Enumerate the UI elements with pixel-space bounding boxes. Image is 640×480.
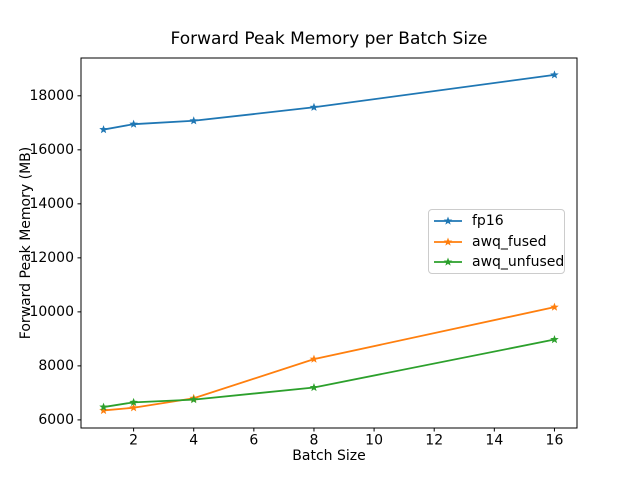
legend-star-icon: [443, 237, 453, 246]
legend-label: fp16: [472, 212, 504, 229]
legend-label: awq_unfused: [472, 254, 565, 271]
series-fp16-marker: [99, 125, 108, 134]
legend-label: awq_fused: [472, 233, 547, 250]
legend-marker-fp16: [434, 216, 462, 225]
series-fp16-marker: [550, 70, 559, 79]
legend-entry-awq_fused: awq_fused: [433, 232, 564, 252]
series-awq_unfused-marker: [550, 335, 559, 344]
x-tick-label: 14: [485, 433, 503, 449]
y-tick-label: 18000: [29, 88, 74, 104]
series-fp16: [99, 70, 559, 134]
series-awq_fused-marker: [99, 405, 108, 415]
y-tick-label: 16000: [29, 142, 74, 158]
x-axis: 2 4 6 8 10 12 14 16: [129, 428, 563, 449]
series-fp16-marker: [189, 116, 199, 125]
series-awq_fused-marker: [309, 354, 319, 363]
legend-entry-fp16: fp16: [433, 211, 564, 231]
x-tick-label: 10: [365, 433, 383, 449]
x-tick-label: 2: [129, 433, 138, 449]
legend-star-icon: [443, 216, 453, 225]
legend-marker-awq_unfused: [434, 257, 462, 266]
series-fp16-line: [102, 73, 556, 131]
y-tick-label: 6000: [38, 412, 74, 428]
x-tick-label: 16: [546, 433, 564, 449]
y-tick-label: 10000: [29, 304, 74, 320]
series-awq_fused: [99, 302, 559, 415]
series-fp16-marker: [129, 119, 138, 128]
series-awq_unfused-line: [102, 338, 556, 408]
plot-border: [80, 57, 578, 429]
y-axis: 6000 8000 10000 12000 14000 16000 18000: [29, 88, 81, 428]
y-tick-label: 14000: [29, 196, 74, 212]
series-awq_fused-marker: [129, 403, 138, 412]
series-awq_unfused-marker: [99, 402, 108, 411]
y-tick-label: 8000: [38, 358, 74, 374]
x-tick-label: 4: [189, 433, 198, 449]
series-awq_fused-line: [102, 306, 556, 412]
chart-title: Forward Peak Memory per Batch Size: [170, 29, 488, 49]
legend-entry-awq_unfused: awq_unfused: [433, 252, 564, 272]
legend-star-icon: [443, 257, 453, 266]
x-tick-label: 6: [249, 433, 258, 449]
x-axis-label: Batch Size: [292, 448, 366, 464]
series-awq_unfused: [99, 335, 559, 411]
y-tick-label: 12000: [29, 250, 74, 266]
x-tick-label: 8: [310, 433, 319, 449]
x-tick-label: 12: [425, 433, 443, 449]
series-fp16-marker: [309, 102, 319, 111]
y-axis-label: Forward Peak Memory (MB): [18, 146, 34, 340]
legend-marker-awq_fused: [434, 237, 462, 246]
series-awq_unfused-marker: [129, 397, 138, 406]
legend: fp16 awq_fused awq_unfused: [428, 209, 565, 274]
series-awq_unfused-marker: [189, 395, 199, 404]
series-awq_unfused-marker: [309, 382, 319, 392]
series-awq_fused-marker: [550, 302, 559, 311]
